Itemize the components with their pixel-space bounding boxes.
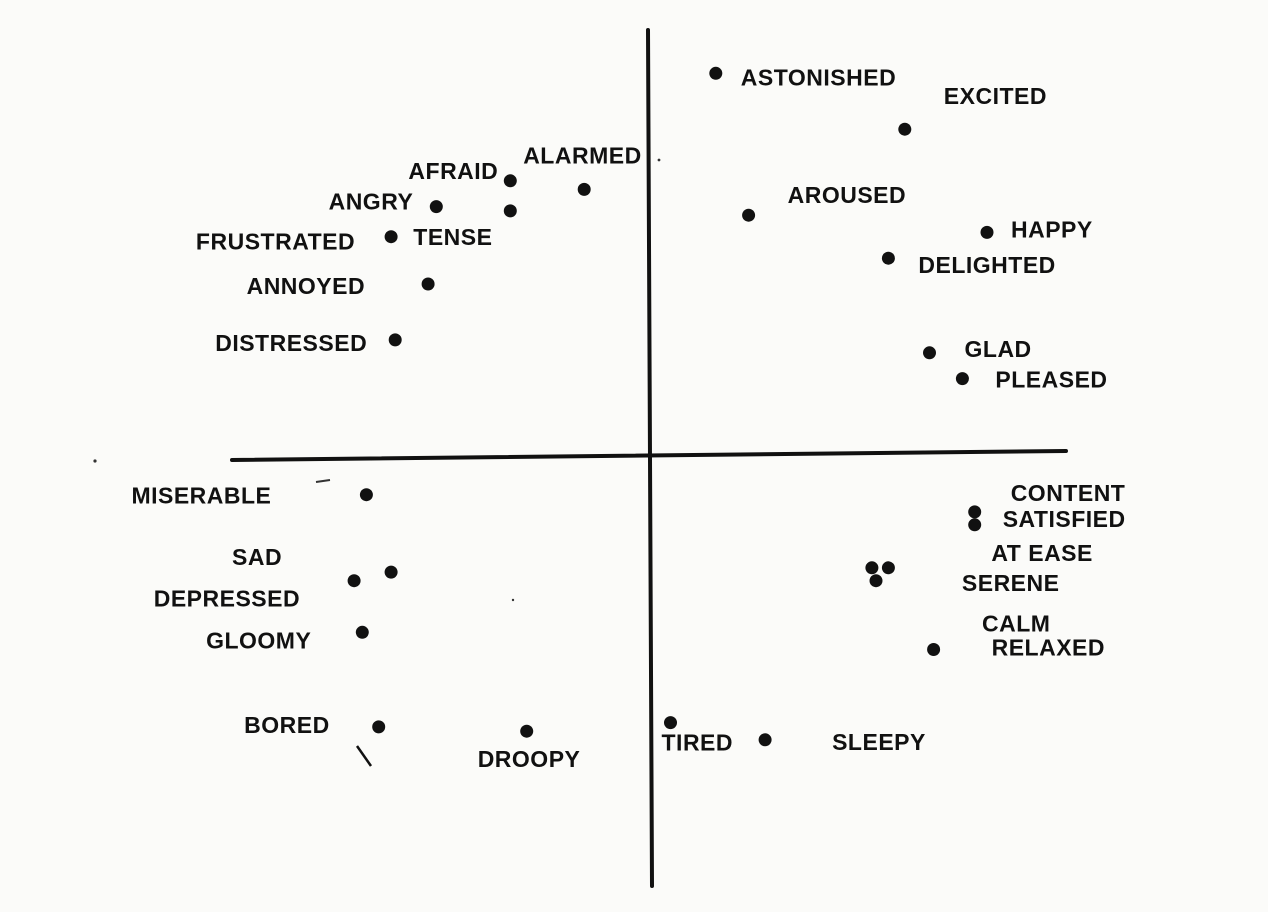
vertical-axis [646, 28, 654, 888]
label-satisfied: SATISFIED [1003, 506, 1126, 532]
point-bored [372, 720, 386, 734]
stray-tick-mark [355, 745, 373, 767]
point-sleepy [758, 733, 772, 747]
point-relaxed [927, 643, 941, 656]
label-at-ease: AT EASE [991, 540, 1092, 566]
point-distressed [388, 333, 402, 347]
label-happy: HAPPY [1011, 216, 1093, 242]
label-serene: SERENE [962, 570, 1060, 596]
label-relaxed: RELAXED [992, 635, 1105, 661]
point-tense [503, 204, 517, 218]
label-excited: EXCITED [944, 83, 1047, 109]
label-aroused: AROUSED [788, 182, 907, 208]
label-afraid: AFRAID [408, 158, 498, 184]
label-tense: TENSE [413, 224, 492, 250]
label-content: CONTENT [1011, 480, 1126, 506]
label-astonished: ASTONISHED [741, 64, 896, 90]
point-astonished [709, 66, 723, 80]
point-angry [429, 200, 443, 214]
label-delighted: DELIGHTED [918, 252, 1055, 278]
point-frustrated [384, 230, 398, 244]
label-bored: BORED [244, 712, 330, 738]
point-content [968, 505, 982, 519]
label-depressed: DEPRESSED [154, 586, 300, 612]
data-points [347, 66, 994, 747]
label-miserable: MISERABLE [131, 483, 271, 509]
point-happy [980, 225, 994, 239]
point-droopy [520, 724, 534, 738]
point-alarmed [577, 182, 591, 196]
point-annoyed [421, 277, 435, 291]
scan-speck [93, 459, 97, 463]
point-calm [869, 574, 883, 588]
label-calm: CALM [982, 611, 1050, 637]
point-serene [865, 561, 879, 575]
label-pleased: PLEASED [995, 367, 1107, 393]
label-distressed: DISTRESSED [215, 330, 367, 356]
scan-speck [657, 158, 661, 162]
point-sad [384, 565, 398, 579]
data-labels: ASTONISHED EXCITED ALARMED AFRAID AROUSED ANG… [131, 64, 1125, 772]
label-tired: TIRED [662, 730, 734, 756]
label-alarmed: ALARMED [523, 142, 642, 168]
point-at-ease [881, 561, 895, 575]
point-gloomy [355, 625, 369, 639]
point-depressed [347, 574, 361, 588]
label-droopy: DROOPY [478, 746, 581, 772]
point-tired [664, 716, 677, 730]
point-miserable [359, 488, 373, 502]
point-excited [898, 122, 912, 136]
point-satisfied [968, 518, 982, 532]
point-glad [923, 346, 936, 360]
label-gloomy: GLOOMY [206, 627, 311, 653]
stray-dash-mark [315, 479, 331, 483]
label-frustrated: FRUSTRATED [196, 229, 355, 255]
point-pleased [955, 372, 969, 386]
label-sleepy: SLEEPY [832, 729, 926, 755]
point-delighted [881, 251, 895, 265]
point-aroused [742, 208, 756, 222]
scan-speck [511, 598, 515, 602]
point-afraid [503, 174, 517, 188]
label-glad: GLAD [965, 336, 1032, 362]
label-angry: ANGRY [329, 189, 414, 215]
label-annoyed: ANNOYED [247, 273, 366, 299]
label-sad: SAD [232, 544, 282, 570]
